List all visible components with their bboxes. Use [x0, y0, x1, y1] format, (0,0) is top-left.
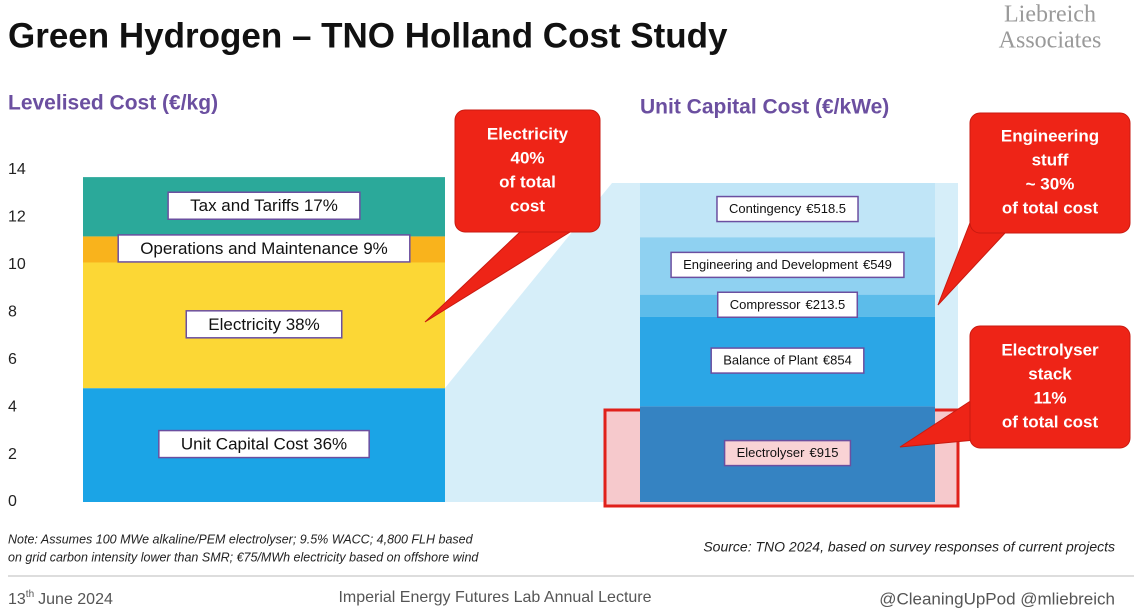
- y-tick-label: 6: [8, 351, 17, 368]
- y-tick-label: 14: [8, 161, 26, 178]
- segment-name: Contingency: [729, 202, 802, 217]
- callout-text: 40%: [510, 148, 544, 167]
- label-box: [716, 291, 859, 319]
- chart-title: Levelised Cost (€/kg): [8, 92, 218, 115]
- y-tick-label: 2: [8, 446, 17, 463]
- y-tick-label: 10: [8, 256, 26, 273]
- source: Source: TNO 2024, based on survey respon…: [703, 539, 1115, 555]
- segment-name: Electrolyser: [737, 446, 806, 461]
- label-box: [723, 439, 852, 467]
- callout-box: [454, 109, 601, 233]
- label-box: [710, 347, 865, 374]
- segment-name: Balance of Plant: [723, 353, 818, 368]
- date-day: 13: [8, 591, 26, 608]
- segment-label: Contingency €518.5: [729, 202, 846, 217]
- segment-label: Unit Capital Cost 36%: [181, 435, 347, 454]
- note: on grid carbon intensity lower than SMR;…: [8, 550, 479, 564]
- y-tick-label: 0: [8, 493, 17, 510]
- note: Note: Assumes 100 MWe alkaline/PEM elect…: [8, 532, 474, 546]
- segment-label: Engineering and Development €549: [683, 257, 892, 272]
- segment-label: Balance of Plant €854: [723, 353, 852, 368]
- callout-text: Engineering: [1001, 126, 1099, 145]
- segment-label: Operations and Maintenance 9%: [140, 239, 388, 258]
- callout-text: Electricity: [487, 124, 569, 143]
- footer-date: 13th June 2024: [8, 589, 113, 609]
- label-box: [117, 234, 411, 263]
- label-box: [716, 195, 859, 223]
- callout-box: [969, 112, 1131, 234]
- callout-text: stack: [1028, 364, 1072, 383]
- slide-title: Green Hydrogen – TNO Holland Cost Study: [8, 16, 728, 55]
- segment-value: €549: [863, 257, 892, 272]
- callout-text: 11%: [1033, 388, 1066, 407]
- segment-label: Electrolyser €915: [737, 446, 839, 461]
- callout-text: of total cost: [1002, 198, 1099, 217]
- segment-value: €213.5: [806, 297, 846, 312]
- segment-label: Tax and Tariffs 17%: [190, 196, 338, 215]
- segment-name: Compressor: [730, 297, 801, 312]
- callout-text: cost: [510, 196, 545, 215]
- connector: [445, 183, 612, 502]
- date-suffix: th: [26, 589, 34, 600]
- y-tick-label: 4: [8, 398, 17, 415]
- chart-title: Unit Capital Cost (€/kWe): [640, 96, 889, 119]
- label-box: [158, 429, 370, 459]
- logo: Associates: [999, 28, 1102, 54]
- callout-text: ~ 30%: [1026, 174, 1075, 193]
- callout-text: Electrolyser: [1001, 340, 1099, 359]
- y-tick-label: 12: [8, 209, 26, 226]
- label-box: [167, 191, 361, 220]
- label-box: [670, 251, 905, 279]
- logo: Liebreich: [1004, 2, 1096, 28]
- segment-value: €518.5: [806, 202, 846, 217]
- callout-text: of total: [499, 172, 556, 191]
- y-tick-label: 8: [8, 304, 17, 321]
- footer-event: Imperial Energy Futures Lab Annual Lectu…: [338, 589, 651, 606]
- callout-box: [969, 325, 1131, 449]
- date-rest: June 2024: [38, 591, 113, 608]
- label-box: [185, 310, 343, 339]
- segment-label: Electricity 38%: [208, 315, 319, 334]
- callout-text: stuff: [1032, 150, 1069, 169]
- segment-value: €915: [810, 446, 839, 461]
- segment-name: Engineering and Development: [683, 257, 858, 272]
- callout-text: of total cost: [1002, 412, 1099, 431]
- segment-value: €854: [823, 353, 852, 368]
- segment-label: Compressor €213.5: [730, 297, 846, 312]
- footer-handles: @CleaningUpPod @mliebreich: [879, 589, 1115, 608]
